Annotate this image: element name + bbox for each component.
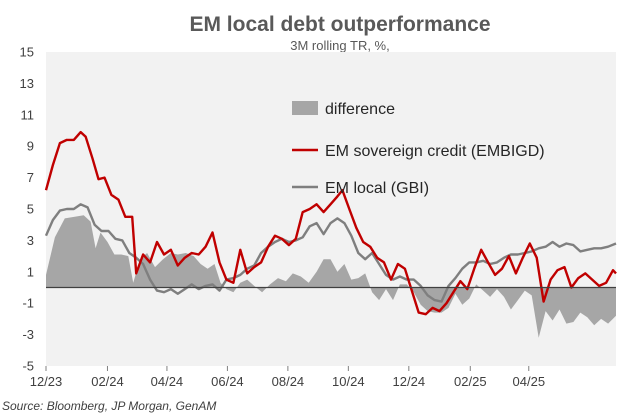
series-line-layer [44, 130, 617, 316]
y-tick-label: -5 [22, 359, 34, 374]
chart-subtitle: 3M rolling TR, %, [290, 38, 389, 53]
source-note: Source: Bloomberg, JP Morgan, GenAM [2, 399, 216, 413]
x-tick-label: 12/24 [393, 374, 426, 389]
legend-swatch-difference [292, 101, 318, 115]
chart-title: EM local debt outperformance [189, 13, 490, 36]
legend: difference EM sovereign credit (EMBIGD) EM… [292, 101, 545, 197]
difference-area-layer [46, 215, 616, 338]
x-tick-label: 08/24 [272, 374, 305, 389]
plot-area [46, 52, 616, 366]
legend-label-em-local: EM local (GBI) [325, 180, 429, 197]
x-tick-label: 06/24 [211, 374, 244, 389]
x-tick-label: 10/24 [332, 374, 365, 389]
legend-label-em-sovereign-credit: EM sovereign credit (EMBIGD) [325, 143, 545, 160]
x-tick-label: 02/24 [91, 374, 124, 389]
x-tick-label: 04/24 [151, 374, 184, 389]
y-tick-label: 9 [27, 139, 34, 154]
series-line-em-sovereign-credit [44, 130, 617, 316]
y-tick-label: 13 [20, 76, 34, 91]
y-tick-label: 5 [27, 202, 34, 217]
y-tick-label: 3 [27, 233, 34, 248]
x-axis: 12/23 02/24 04/24 06/24 08/24 10/24 12/24 02/25… [30, 366, 545, 389]
y-tick-label: 7 [27, 170, 34, 185]
y-tick-label: -1 [22, 296, 34, 311]
x-tick-label: 12/23 [30, 374, 63, 389]
y-tick-label: 1 [27, 264, 34, 279]
y-tick-label: 11 [21, 107, 35, 122]
y-tick-label: -3 [22, 327, 34, 342]
x-tick-label: 02/25 [454, 374, 487, 389]
y-tick-label: 15 [20, 45, 34, 60]
legend-label-difference: difference [325, 101, 395, 118]
series-area-difference [46, 215, 616, 338]
x-tick-label: 04/25 [513, 374, 546, 389]
